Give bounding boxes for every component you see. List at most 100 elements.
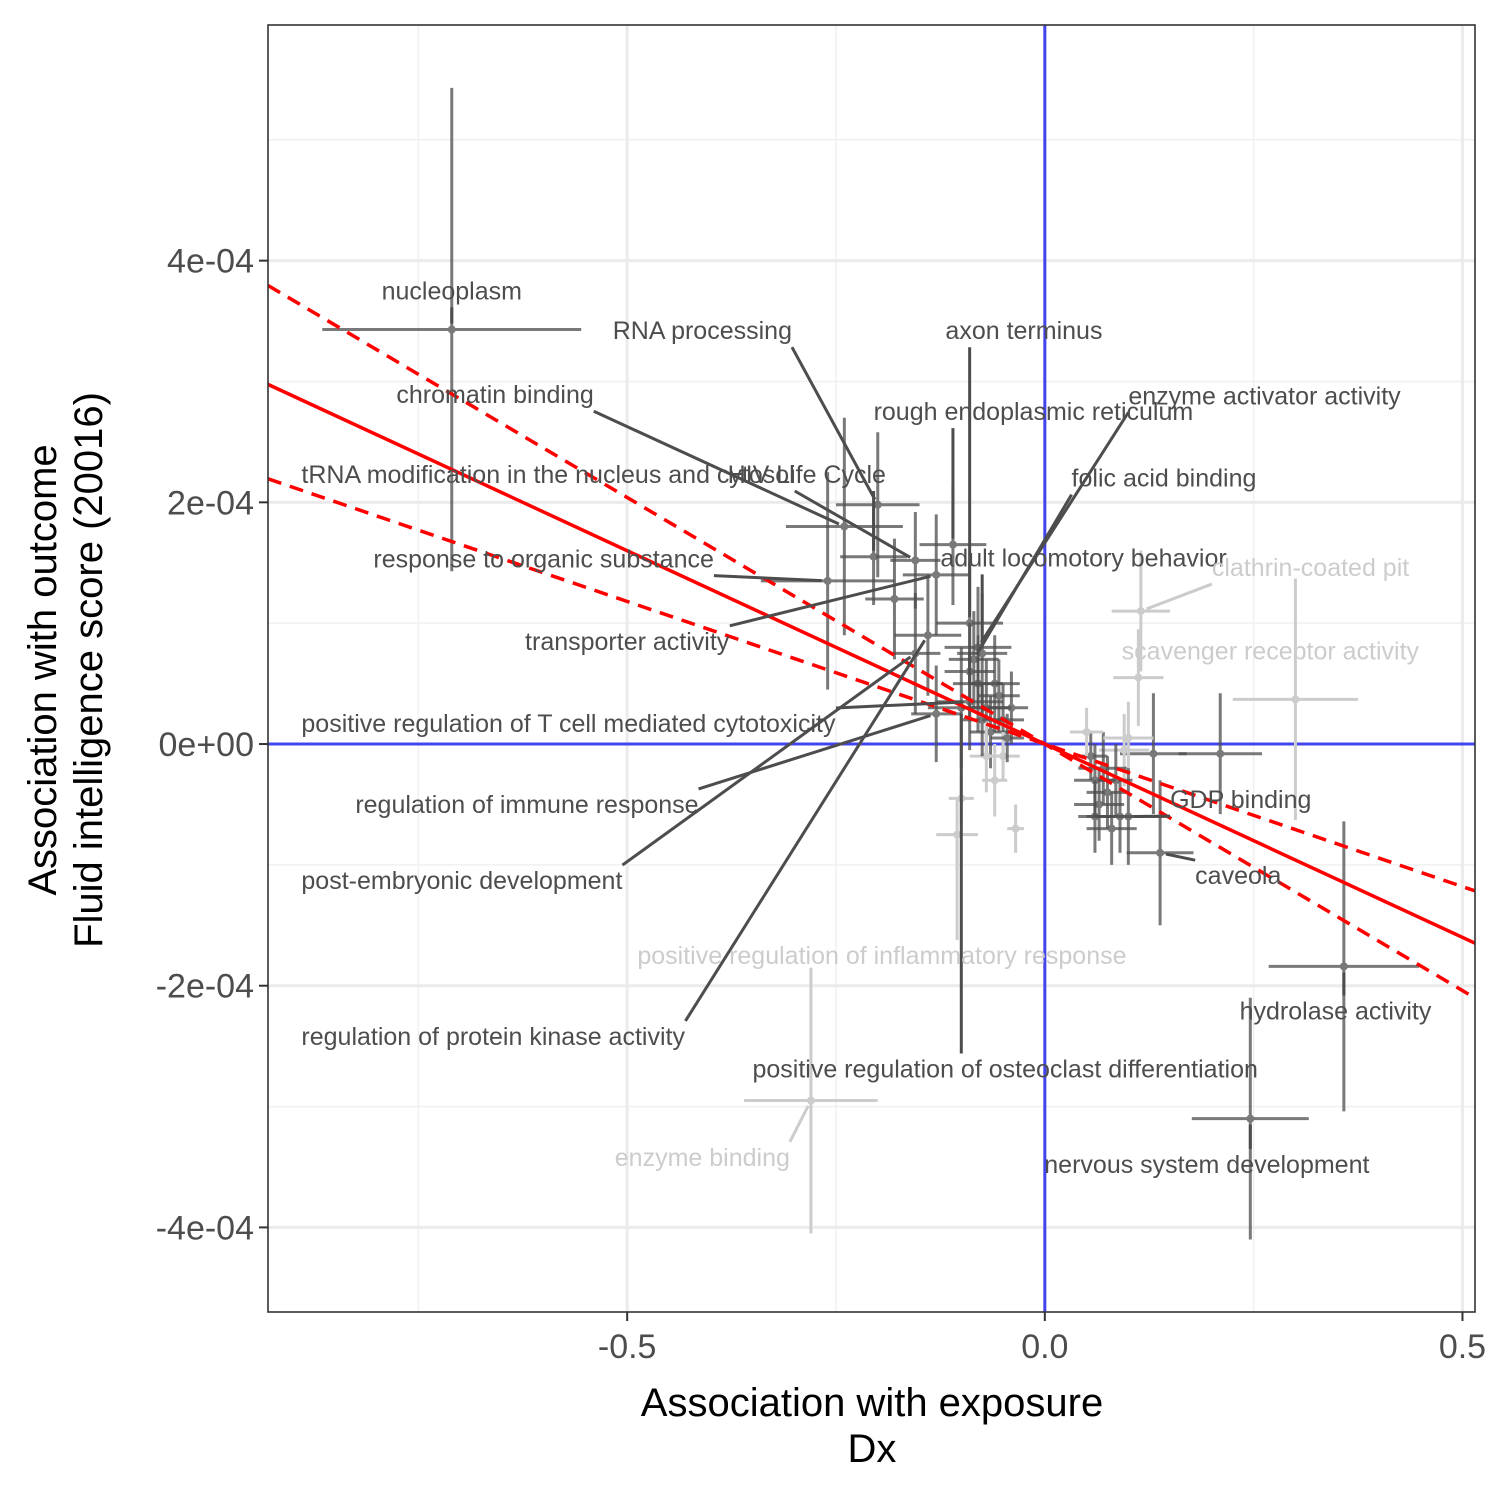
point-marker [1136,607,1145,616]
label-leader-line [1145,582,1213,611]
data-point [986,731,1020,781]
x-tick-label: 0.0 [1021,1328,1068,1366]
point-label: positive regulation of inflammatory resp… [637,942,1126,970]
point-label: enzyme activator activity [1128,382,1401,410]
label-leader-line [835,700,964,710]
y-axis-title: Association with outcome [21,444,65,895]
point-marker [869,552,878,561]
point-marker [447,325,456,334]
regression-ci-upper [268,477,1475,893]
point-label: clathrin-coated pit [1212,554,1409,582]
point-marker [990,776,999,785]
point-marker [1156,848,1165,857]
regression-ci-lower [268,283,1475,1000]
regression-lines [268,283,1475,1000]
point-marker [1124,812,1133,821]
point-marker [1086,752,1095,761]
label-leader-line [621,655,912,867]
label-leader-line [729,574,931,628]
point-label: positive regulation of osteoclast differ… [752,1056,1257,1084]
regression-line [268,382,1475,945]
data-point [1111,550,1171,672]
y-tick-label: 0e+00 [159,726,255,764]
point-marker [840,522,849,531]
point-marker [1149,749,1158,758]
data-point [1232,578,1359,821]
y-tick-label: -2e-04 [156,968,254,1006]
point-marker [932,709,941,718]
y-tick-label: 4e-04 [167,243,254,281]
data-point [1126,780,1194,926]
y-axis-subtitle: Fluid intelligence score (20016) [67,392,111,948]
point-labels: nucleoplasm chromatin binding RNA processi… [301,277,1431,1179]
data-point [1069,707,1104,757]
point-marker [911,556,920,565]
point-label: regulation of protein kinase activity [301,1023,685,1051]
data-point [1007,804,1024,853]
data-point [1113,629,1164,726]
point-marker [999,752,1008,761]
data-point [948,611,999,708]
point-marker [1082,727,1091,736]
data-point [836,432,920,578]
point-marker [1011,824,1020,833]
point-marker [1134,673,1143,682]
point-label: adult locomotory behavior [940,544,1226,572]
label-leader-line [793,489,911,559]
data-point [322,87,582,572]
label-leader-line [979,411,1130,644]
point-marker [953,830,962,839]
point-label: folic acid binding [1072,465,1257,493]
point-marker [823,576,832,585]
data-point [1103,701,1154,775]
y-tick-label: 2e-04 [167,484,254,522]
point-marker [1007,703,1016,712]
label-leader-line [593,409,840,526]
label-leader-line [713,574,822,583]
point-label: enzyme binding [615,1144,790,1172]
point-marker [1103,788,1112,797]
point-marker [1339,962,1348,971]
point-marker [994,691,1003,700]
point-label: axon terminus [945,317,1102,345]
plot-panel [268,25,1475,1312]
point-label: nervous system development [1044,1151,1369,1179]
point-label: nucleoplasm [382,277,522,305]
point-label: scavenger receptor activity [1122,637,1420,665]
x-tick-label: 0.5 [1439,1328,1486,1366]
point-marker [1291,695,1300,704]
point-label: post-embryonic development [301,867,622,895]
plot-border [267,24,1476,1313]
point-label: HIV Life Cycle [728,461,886,489]
axes: -0.5 0.0 0.5 4e-04 2e-04 0e+00 -2e-04 -4e-04 [156,243,1486,1366]
point-label: positive regulation of T cell mediated c… [301,710,836,738]
point-marker [969,655,978,664]
point-label: GDP binding [1170,786,1311,814]
point-marker [1003,733,1012,742]
data-point [1191,997,1309,1240]
label-leader-line [788,1105,810,1143]
point-label: transporter activity [525,628,730,656]
point-marker [923,631,932,640]
point-marker [932,570,941,579]
y-tick-label: -4e-04 [156,1209,254,1247]
x-tick-label: -0.5 [598,1328,657,1366]
data-points [322,87,1420,1240]
point-label: regulation of immune response [355,791,698,819]
point-marker [1216,749,1225,758]
point-marker [890,595,899,604]
x-axis-title: Association with exposure [641,1381,1103,1425]
point-marker [806,1096,815,1105]
label-leader-line [790,346,877,501]
point-marker [873,500,882,509]
label-leader-line [698,714,931,791]
x-axis-subtitle: Dx [848,1427,897,1471]
point-label: rough endoplasmic reticulum [874,398,1194,426]
point-marker [1246,1114,1255,1123]
data-point [1268,821,1420,1112]
point-label: caveola [1195,862,1281,890]
point-marker [1120,746,1129,755]
data-point [890,512,941,609]
point-marker [1107,824,1116,833]
point-label: chromatin binding [396,381,593,409]
